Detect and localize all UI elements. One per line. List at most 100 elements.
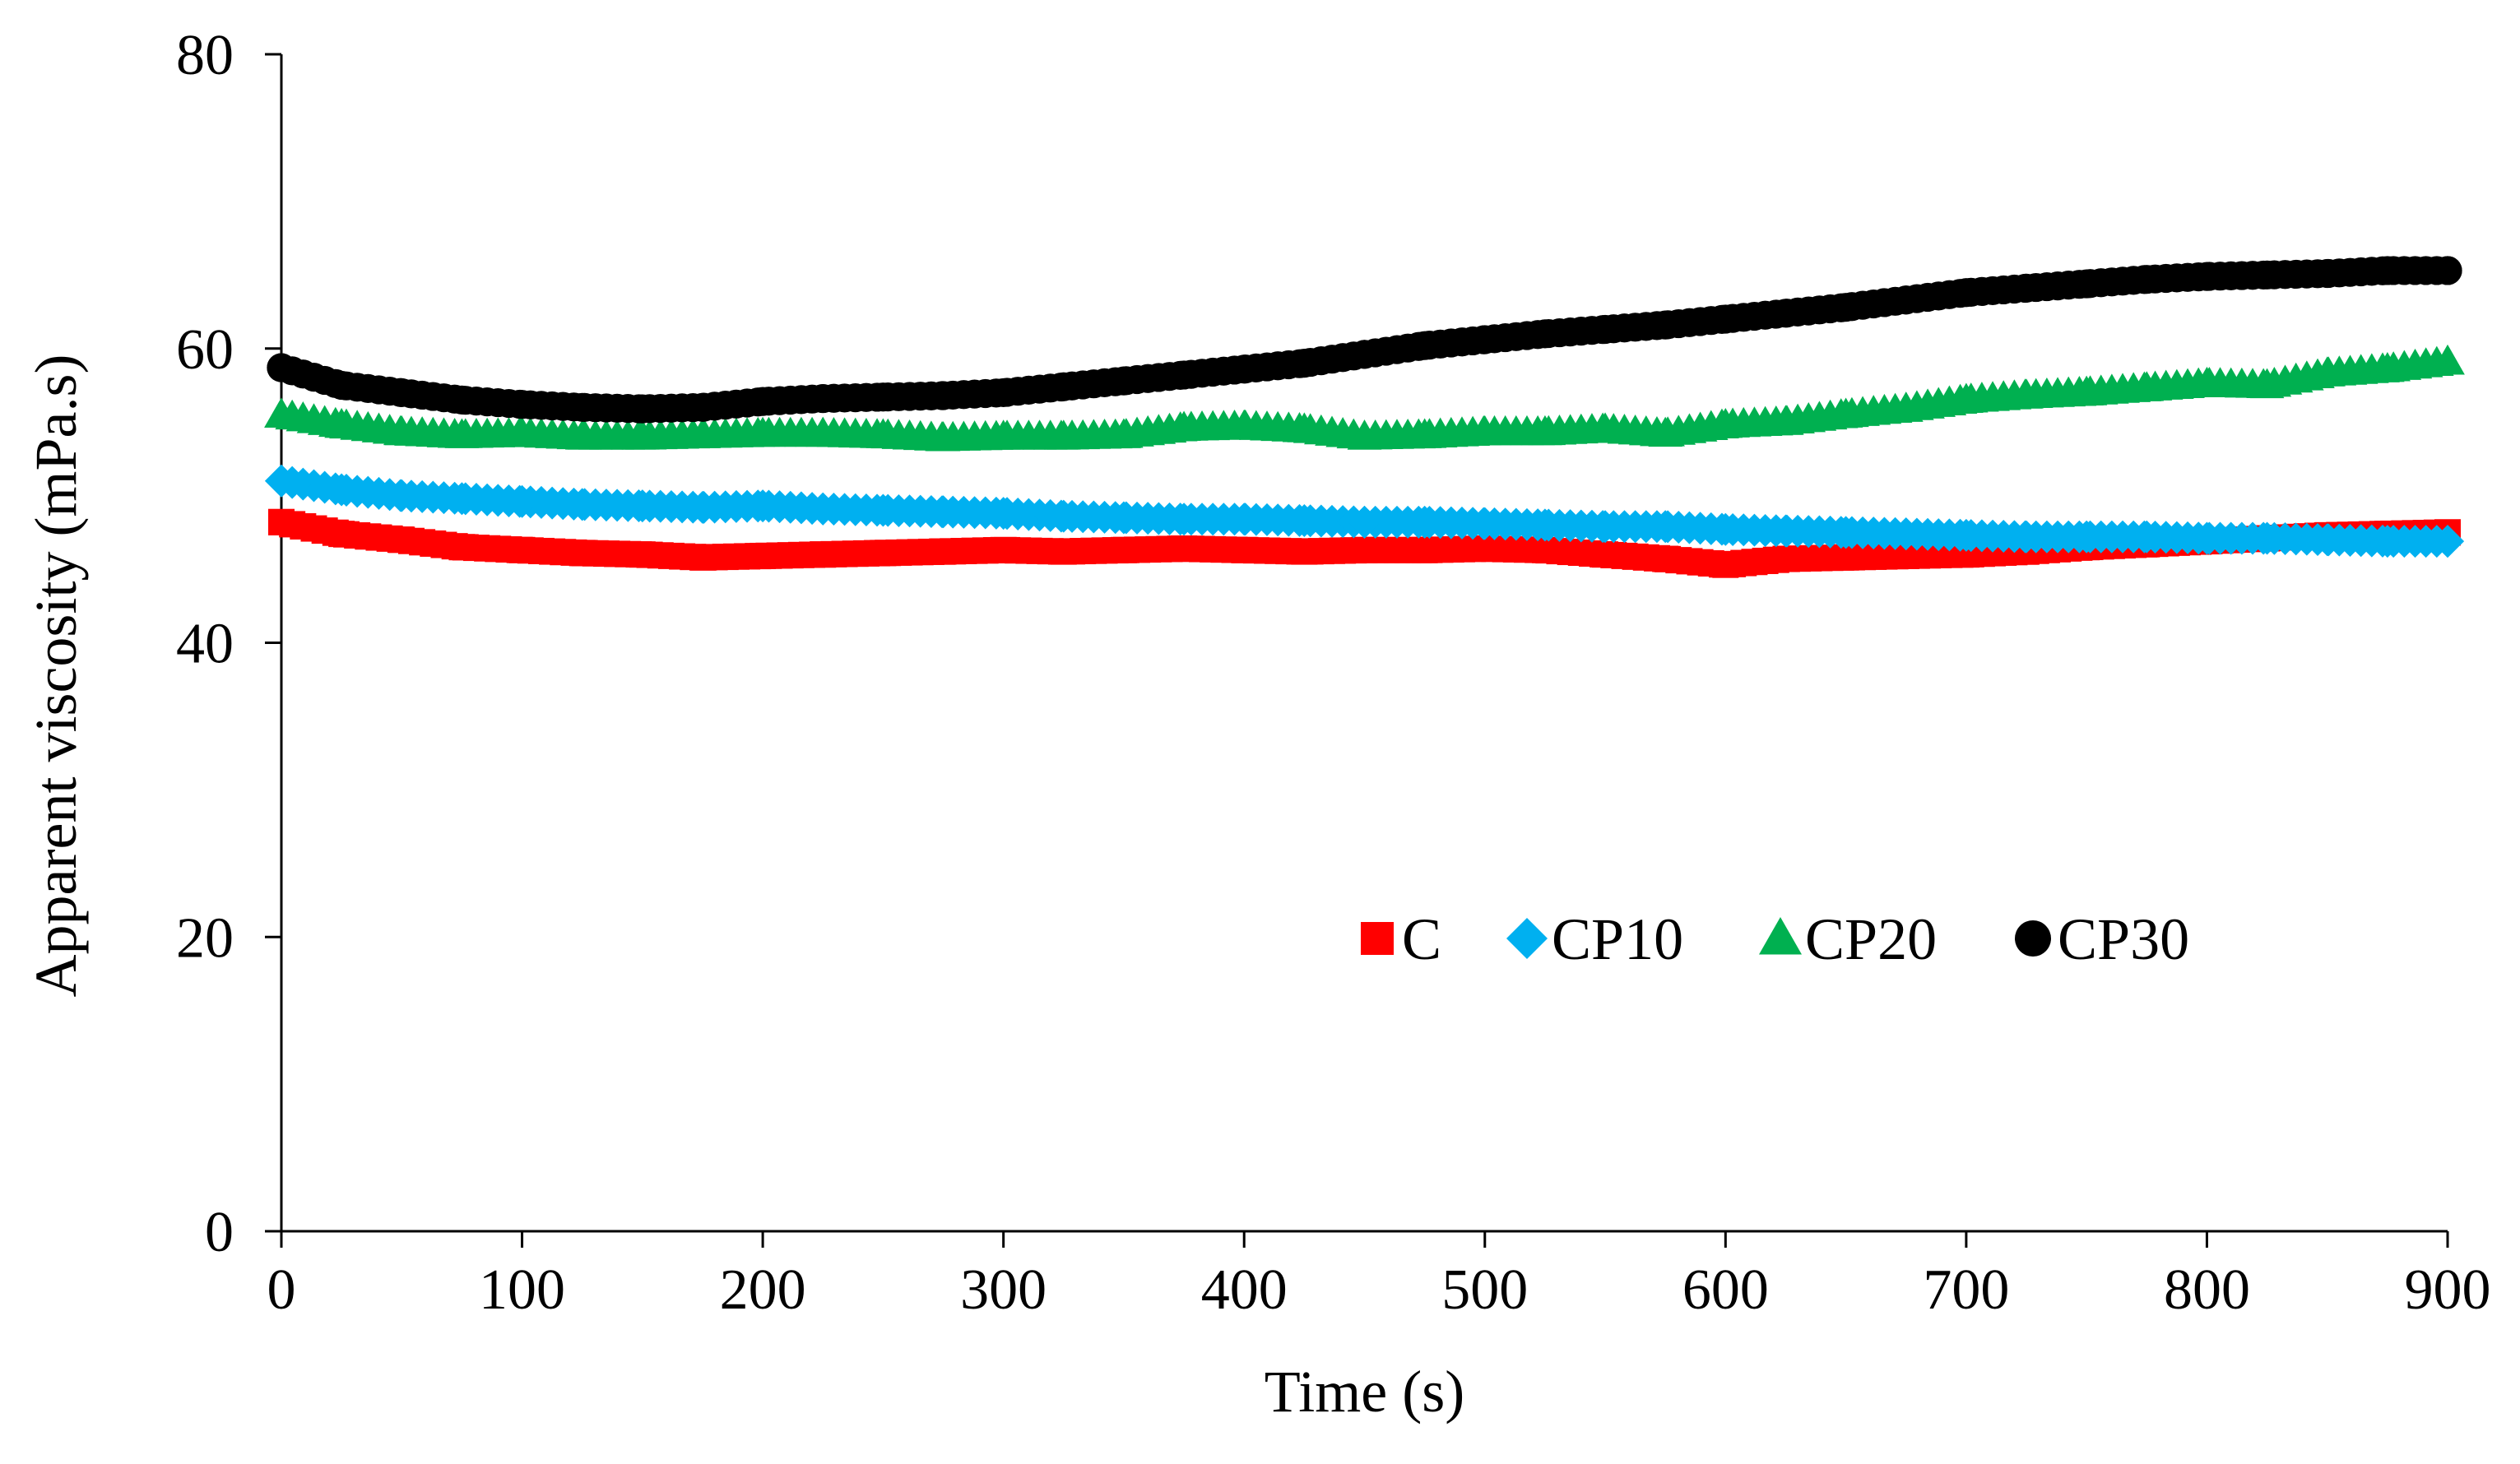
legend-label-c: C (1402, 906, 1441, 972)
data-point-cp30 (568, 392, 597, 422)
data-point-cp20 (745, 416, 780, 447)
data-point-cp30 (1710, 304, 1740, 334)
data-point-cp20 (564, 419, 600, 450)
data-point-cp20 (1528, 415, 1562, 446)
data-point-cp10 (1408, 505, 1441, 539)
data-point-cp10 (2190, 521, 2224, 555)
data-point-c (1592, 541, 1619, 568)
data-point-c (569, 540, 596, 567)
data-point-cp10 (445, 482, 479, 516)
data-point-cp30 (1349, 340, 1380, 369)
x-tick-label: 200 (720, 1258, 806, 1322)
legend-marker-cp20 (1759, 917, 1802, 955)
data-point-cp30 (267, 353, 296, 382)
data-point-cp20 (2249, 368, 2285, 399)
data-point-cp10 (866, 493, 900, 527)
data-point-cp20 (2430, 345, 2465, 375)
data-point-c (1050, 538, 1077, 565)
data-point-cp30 (868, 382, 898, 412)
data-point-cp10 (1348, 505, 1381, 539)
data-point-cp30 (928, 381, 958, 410)
data-point-cp30 (2072, 269, 2101, 299)
data-point-cp20 (2370, 351, 2405, 382)
data-point-cp10 (926, 495, 960, 529)
data-point-cp20 (926, 421, 961, 452)
data-point-cp10 (265, 464, 298, 498)
legend-item-c: C (1361, 906, 1441, 972)
data-point-cp20 (1949, 382, 1984, 413)
data-point-c (1411, 536, 1438, 563)
data-point-cp10 (1949, 518, 1983, 552)
legend-label-cp30: CP30 (2058, 906, 2189, 972)
data-point-cp10 (1288, 504, 1321, 538)
data-point-c (1171, 535, 1198, 563)
data-point-cp20 (1467, 415, 1502, 446)
data-point-c (448, 534, 476, 561)
data-point-cp30 (1650, 310, 1680, 340)
data-point-cp10 (2070, 520, 2104, 554)
y-tick-label: 80 (176, 24, 234, 87)
data-point-cp10 (2310, 523, 2344, 557)
data-point-cp10 (806, 492, 840, 526)
data-point-cp30 (387, 378, 416, 408)
data-point-cp30 (1289, 349, 1319, 378)
data-point-cp30 (808, 383, 838, 414)
data-point-cp10 (625, 489, 659, 523)
data-point-c (930, 538, 957, 565)
data-point-c (1772, 545, 1799, 572)
data-point-cp10 (385, 479, 419, 512)
data-point-cp20 (1768, 405, 1803, 435)
data-point-cp30 (2313, 258, 2342, 289)
data-point-c (870, 540, 897, 567)
data-point-cp30 (507, 390, 537, 419)
data-point-cp10 (1649, 510, 1682, 544)
legend-item-cp20: CP20 (1759, 906, 1937, 972)
data-point-cp20 (264, 397, 299, 428)
data-point-cp20 (504, 416, 540, 447)
y-axis-title: Apparent viscosity (mPa.s) (23, 354, 89, 998)
data-point-cp10 (746, 489, 780, 523)
x-tick-label: 400 (1201, 1258, 1288, 1322)
legend: C CP10 CP20 CP30 (1361, 906, 2189, 972)
series-cp10 (265, 464, 2464, 558)
data-point-cp20 (1167, 410, 1201, 441)
data-point-cp10 (325, 473, 359, 507)
plot-series (264, 256, 2465, 578)
data-point-cp20 (2009, 378, 2044, 409)
data-point-cp30 (2192, 262, 2222, 291)
series-cp20 (264, 345, 2465, 452)
legend-marker-c (1361, 922, 1394, 955)
data-point-c (268, 508, 295, 535)
data-point-cp30 (1109, 366, 1139, 396)
legend-item-cp30: CP30 (2015, 906, 2189, 972)
data-point-c (810, 541, 837, 568)
data-point-cp30 (989, 378, 1019, 408)
data-point-cp20 (2069, 375, 2104, 406)
data-point-cp10 (1528, 508, 1562, 542)
data-point-cp30 (1590, 314, 1620, 345)
data-point-c (1231, 536, 1258, 563)
data-point-cp20 (986, 419, 1021, 450)
data-point-cp20 (1888, 391, 1924, 422)
x-tick-label: 500 (1441, 1258, 1528, 1322)
data-point-cp10 (986, 497, 1020, 530)
data-point-c (508, 536, 536, 563)
data-point-cp30 (447, 385, 477, 415)
data-point-cp20 (1588, 412, 1622, 442)
y-tick-label: 60 (176, 318, 234, 382)
legend-marker-cp10 (1506, 918, 1548, 959)
data-point-c (328, 521, 355, 548)
y-tick-label: 0 (205, 1201, 234, 1264)
data-point-cp10 (565, 488, 599, 521)
x-tick-label: 0 (267, 1258, 296, 1322)
data-point-cp10 (685, 490, 719, 524)
data-point-cp20 (1708, 407, 1743, 438)
data-point-cp20 (1227, 409, 1262, 440)
x-axis-title: Time (s) (1265, 1359, 1464, 1425)
data-point-cp10 (1589, 510, 1622, 544)
data-point-cp20 (2189, 366, 2225, 397)
x-tick-label: 100 (479, 1258, 565, 1322)
legend-label-cp20: CP20 (1805, 906, 1937, 972)
data-point-cp10 (1047, 499, 1080, 533)
data-point-cp20 (1287, 412, 1322, 442)
